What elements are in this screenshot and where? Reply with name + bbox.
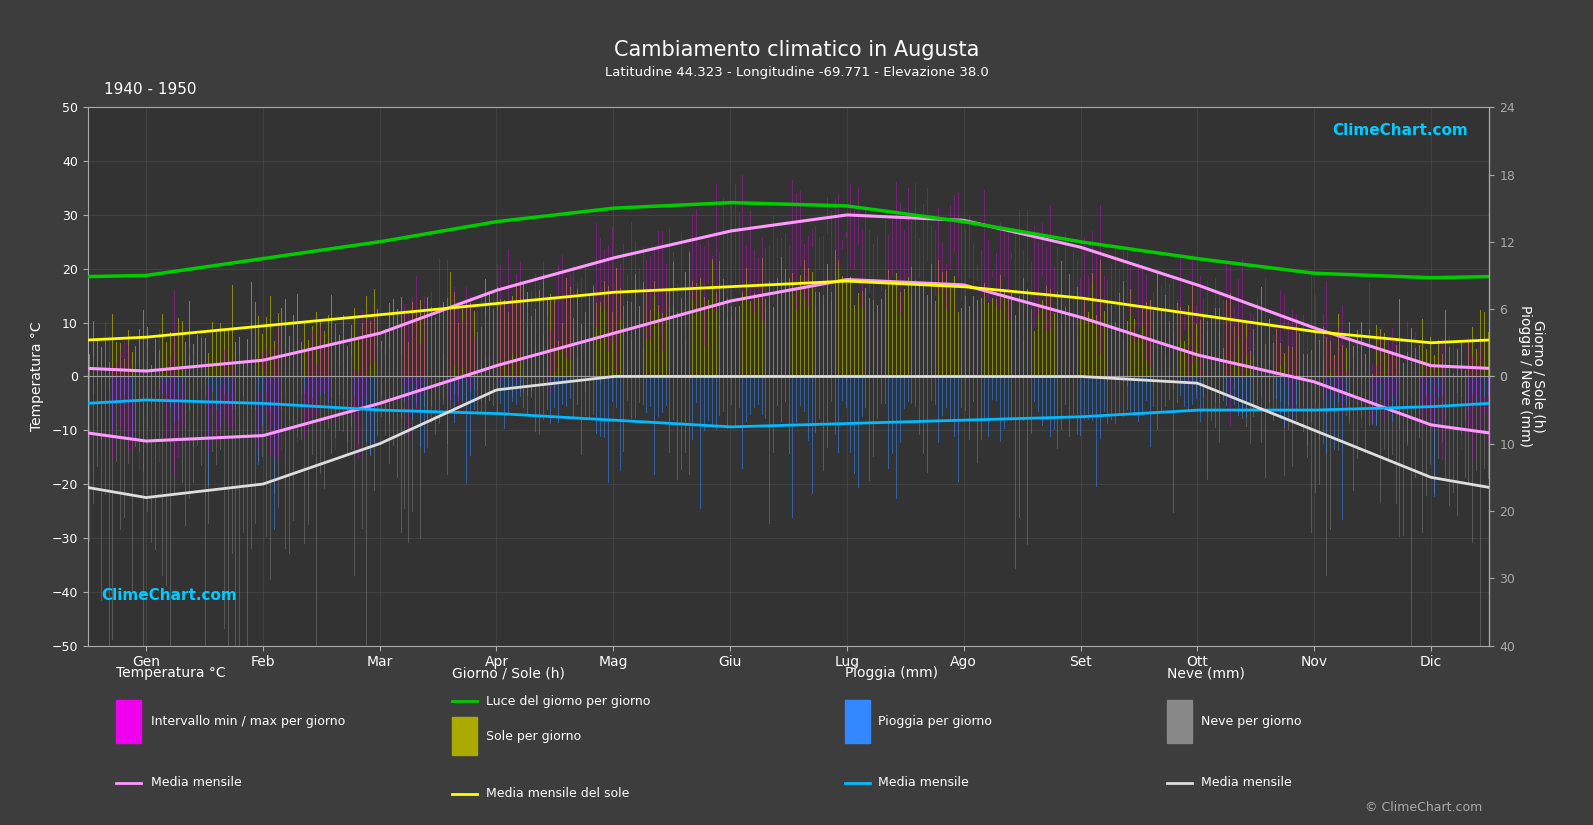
Text: ClimeChart.com: ClimeChart.com — [102, 587, 237, 602]
Text: Media mensile: Media mensile — [1201, 776, 1292, 790]
Text: Cambiamento climatico in Augusta: Cambiamento climatico in Augusta — [613, 40, 980, 59]
Text: Sole per giorno: Sole per giorno — [486, 730, 581, 743]
Text: Neve (mm): Neve (mm) — [1168, 666, 1244, 680]
FancyBboxPatch shape — [116, 700, 140, 743]
Y-axis label: Pioggia / Neve (mm): Pioggia / Neve (mm) — [1518, 305, 1532, 447]
Text: Intervallo min / max per giorno: Intervallo min / max per giorno — [151, 715, 346, 728]
Text: ClimeChart.com: ClimeChart.com — [1333, 124, 1469, 139]
Text: Temperatura °C: Temperatura °C — [116, 666, 225, 680]
FancyBboxPatch shape — [452, 717, 478, 755]
Text: 1940 - 1950: 1940 - 1950 — [104, 82, 196, 97]
Text: Luce del giorno per giorno: Luce del giorno per giorno — [486, 695, 650, 708]
Text: Pioggia per giorno: Pioggia per giorno — [878, 715, 992, 728]
Text: Media mensile: Media mensile — [151, 776, 242, 790]
FancyBboxPatch shape — [844, 700, 870, 743]
Text: Media mensile: Media mensile — [878, 776, 969, 790]
Text: © ClimeChart.com: © ClimeChart.com — [1365, 801, 1483, 813]
FancyBboxPatch shape — [1168, 700, 1192, 743]
Text: Latitudine 44.323 - Longitudine -69.771 - Elevazione 38.0: Latitudine 44.323 - Longitudine -69.771 … — [605, 66, 988, 79]
Y-axis label: Giorno / Sole (h): Giorno / Sole (h) — [1532, 320, 1545, 433]
Text: Pioggia (mm): Pioggia (mm) — [844, 666, 938, 680]
Text: Neve per giorno: Neve per giorno — [1201, 715, 1301, 728]
Text: Giorno / Sole (h): Giorno / Sole (h) — [452, 666, 566, 680]
Y-axis label: Temperatura °C: Temperatura °C — [30, 322, 45, 431]
Text: Media mensile del sole: Media mensile del sole — [486, 787, 629, 800]
